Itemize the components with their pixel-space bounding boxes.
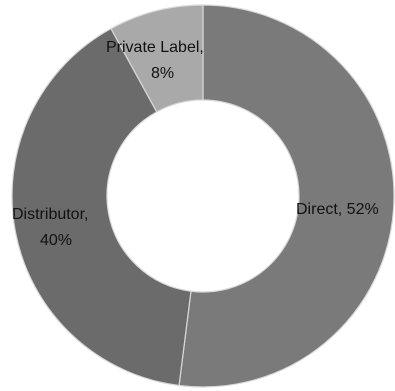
slice-label-direct-sep: , (338, 201, 347, 218)
slice-label-direct: Direct, 52% (296, 201, 379, 218)
slice-distributor (11, 27, 192, 387)
slice-label-distributor-value: 40% (40, 232, 72, 249)
slice-label-distributor-sep: , (84, 206, 88, 223)
slice-direct (178, 4, 395, 388)
slice-label-private-label-category: Private Label (106, 39, 199, 56)
slice-label-direct-value: 52% (347, 201, 379, 218)
slice-label-private-label-sep: , (199, 39, 203, 56)
slice-label-private-label: Private Label, (106, 39, 204, 56)
slice-private-label (110, 4, 204, 113)
slice-label-direct-category: Direct (296, 201, 338, 218)
donut-slices (11, 4, 395, 388)
slice-label-distributor: Distributor, (12, 206, 88, 223)
slice-label-private-label-value: 8% (151, 65, 174, 82)
slice-label-distributor-category: Distributor (12, 206, 86, 223)
